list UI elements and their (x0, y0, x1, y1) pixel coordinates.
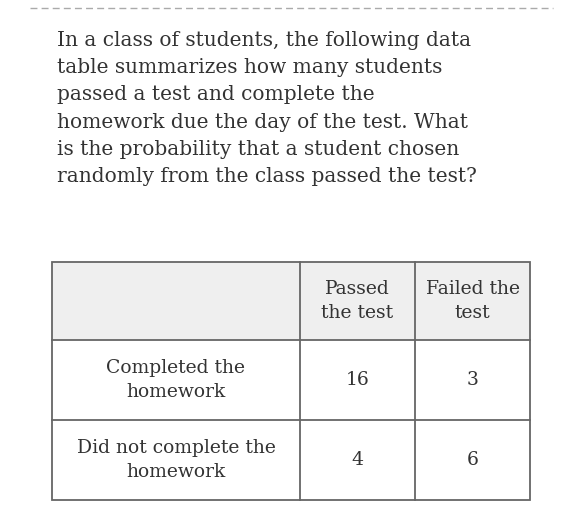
Bar (300, 420, 415, 500)
Text: Did not complete the
homework: Did not complete the homework (76, 439, 275, 481)
Text: Failed the
test: Failed the test (426, 280, 519, 322)
Text: Completed the
homework: Completed the homework (107, 359, 245, 401)
Bar (300, 340, 415, 420)
Text: 6: 6 (466, 451, 479, 469)
Bar (52, 340, 300, 420)
Bar (415, 262, 530, 340)
Text: In a class of students, the following data
table summarizes how many students
pa: In a class of students, the following da… (57, 31, 477, 186)
Text: 4: 4 (352, 451, 363, 469)
Bar (415, 420, 530, 500)
Bar (52, 420, 300, 500)
Text: 3: 3 (466, 371, 479, 389)
Bar (300, 262, 415, 340)
Bar (415, 340, 530, 420)
Bar (52, 262, 530, 500)
Bar (52, 262, 300, 340)
Text: 16: 16 (346, 371, 370, 389)
Text: Passed
the test: Passed the test (321, 280, 394, 322)
